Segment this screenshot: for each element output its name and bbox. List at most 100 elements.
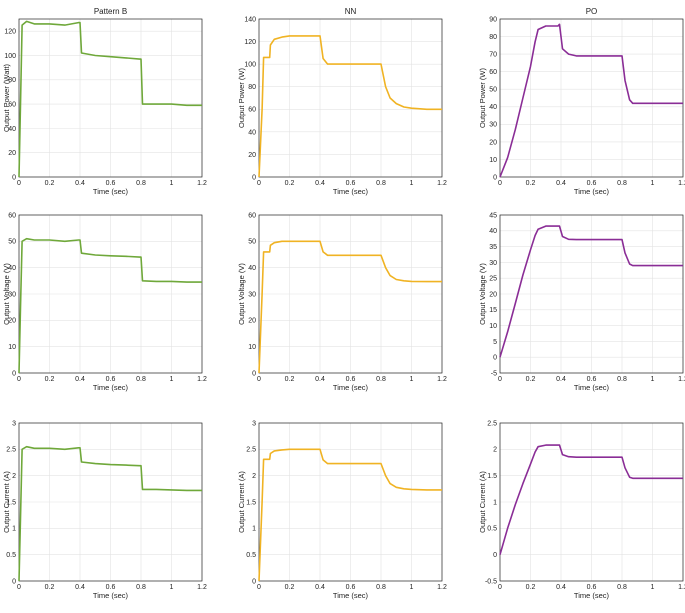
plot-frame [18, 422, 203, 582]
x-tick-label: 0.2 [45, 180, 55, 187]
x-axis-label: Time (sec) [574, 591, 610, 600]
y-tick-label: 30 [8, 291, 16, 298]
x-tick-label: 1.2 [678, 180, 685, 187]
y-tick-label: 140 [244, 16, 256, 23]
y-tick-label: 45 [489, 212, 497, 219]
y-axis-label: Output Power (W) [478, 67, 487, 128]
series-line-nn [258, 448, 442, 582]
plot-frame [499, 214, 684, 374]
x-axis-label: Time (sec) [574, 383, 610, 392]
x-tick-label: 0.6 [106, 180, 116, 187]
x-tick-label: 0.2 [285, 584, 295, 591]
x-tick-label: 0.2 [45, 584, 55, 591]
x-tick-label: 0 [257, 180, 261, 187]
x-tick-label: 1 [170, 180, 174, 187]
chart-current-pattern-b: 0 0.2 0.4 0.6 0.8 1 1.2 0 0.5 1 1.5 2 2.5 3 Time (sec)… [2, 420, 207, 600]
y-tick-label: 0 [12, 174, 16, 181]
x-tick-label: 0.2 [526, 584, 536, 591]
x-tick-label: 0.6 [346, 584, 356, 591]
x-tick-label: 0.8 [617, 584, 627, 591]
x-tick-label: 0 [498, 584, 502, 591]
y-tick-label: 2 [493, 447, 497, 454]
x-tick-label: 0.4 [556, 584, 566, 591]
y-tick-label: 40 [489, 104, 497, 111]
y-tick-label: 120 [244, 39, 256, 46]
y-tick-label: 25 [489, 276, 497, 283]
y-tick-label: 0 [252, 370, 256, 377]
y-tick-label: 0.5 [6, 552, 16, 559]
plot-frame [258, 18, 443, 178]
y-tick-label: 0 [493, 174, 497, 181]
y-tick-label: 60 [248, 212, 256, 219]
x-tick-label: 0.4 [315, 180, 325, 187]
x-tick-label: 0 [17, 376, 21, 383]
x-tick-label: 0.4 [556, 180, 566, 187]
x-tick-label: 0.6 [587, 376, 597, 383]
x-axis-label: Time (sec) [333, 187, 369, 196]
y-tick-label: 2.5 [6, 447, 16, 454]
y-tick-label: 100 [4, 53, 16, 60]
y-tick-label: 2 [252, 473, 256, 480]
x-tick-label: 0.6 [106, 376, 116, 383]
y-tick-label: 80 [8, 77, 16, 84]
y-tick-label: 20 [8, 150, 16, 157]
plot-frame [258, 422, 443, 582]
x-tick-label: 0 [17, 180, 21, 187]
x-tick-label: 1.2 [197, 180, 207, 187]
y-tick-label: 0 [493, 552, 497, 559]
x-tick-label: 1.2 [437, 376, 447, 383]
x-tick-label: 1 [410, 584, 414, 591]
y-axis-label: Output Power (W) [237, 67, 246, 128]
x-tick-label: 1.2 [437, 584, 447, 591]
chart-voltage-po: 00.20.40.60.811.2-5051015202530354045Tim… [478, 212, 685, 392]
x-tick-label: 0.2 [285, 180, 295, 187]
x-tick-label: 0 [257, 376, 261, 383]
x-tick-label: 1 [410, 180, 414, 187]
x-tick-label: 1.2 [678, 584, 685, 591]
y-tick-label: 10 [489, 157, 497, 164]
chart-voltage-pattern-b: 0 0.2 0.4 0.6 0.8 1 1.2 0 10 20 30 40 50 60 Time (sec)… [2, 212, 207, 392]
y-tick-label: 0.5 [487, 526, 497, 533]
y-tick-label: 120 [4, 29, 16, 36]
y-tick-label: 0.5 [246, 552, 256, 559]
y-tick-label: 0 [12, 578, 16, 585]
y-tick-label: 30 [489, 122, 497, 129]
y-tick-label: 0 [493, 355, 497, 362]
y-axis-label: Output Voltage (V) [2, 263, 11, 325]
x-tick-label: 0.8 [617, 376, 627, 383]
x-tick-label: 0.4 [75, 584, 85, 591]
x-tick-label: 0.8 [617, 180, 627, 187]
y-tick-label: 5 [493, 339, 497, 346]
x-tick-label: 0 [498, 180, 502, 187]
y-axis-label: Output Voltage (V) [478, 263, 487, 325]
y-tick-label: 50 [489, 87, 497, 94]
y-tick-label: 70 [489, 52, 497, 59]
y-tick-label: 15 [489, 307, 497, 314]
x-tick-label: 0 [257, 584, 261, 591]
y-tick-label: 1.5 [487, 473, 497, 480]
y-tick-label: 80 [489, 34, 497, 41]
series-line-pattern-b [18, 237, 202, 374]
x-tick-label: 1 [170, 376, 174, 383]
y-tick-label: 20 [489, 139, 497, 146]
x-tick-label: 1 [410, 376, 414, 383]
chart-voltage-nn: 0 0.2 0.4 0.6 0.8 1 1.2 0 10 20 30 40 50 60 Time (sec)… [237, 212, 447, 392]
x-tick-label: 0.6 [346, 376, 356, 383]
x-tick-label: 1.2 [197, 376, 207, 383]
y-axis-label: Output Current (A) [237, 471, 246, 533]
series-line-nn [258, 35, 442, 178]
x-tick-label: 0.8 [136, 180, 146, 187]
x-tick-label: 0.6 [587, 180, 597, 187]
y-axis-label: Output Current (A) [2, 471, 11, 533]
y-tick-label: 1 [493, 499, 497, 506]
y-tick-label: 3 [12, 420, 16, 427]
x-tick-label: 1 [170, 584, 174, 591]
x-tick-label: 0.2 [526, 180, 536, 187]
plot-frame [499, 422, 684, 582]
chart-power-po: 0 0.2 0.4 0.6 0.8 1 1.2 0 10 20 30 40 50 60 70 80 90 PO Ti… [478, 7, 685, 196]
chart-current-nn: 0 0.2 0.4 0.6 0.8 1 1.2 0 0.5 1 1.5 2 2.5 3 Time (sec)… [237, 420, 447, 600]
x-tick-label: 0.8 [136, 584, 146, 591]
y-tick-label: 80 [248, 84, 256, 91]
y-tick-label: 30 [248, 291, 256, 298]
